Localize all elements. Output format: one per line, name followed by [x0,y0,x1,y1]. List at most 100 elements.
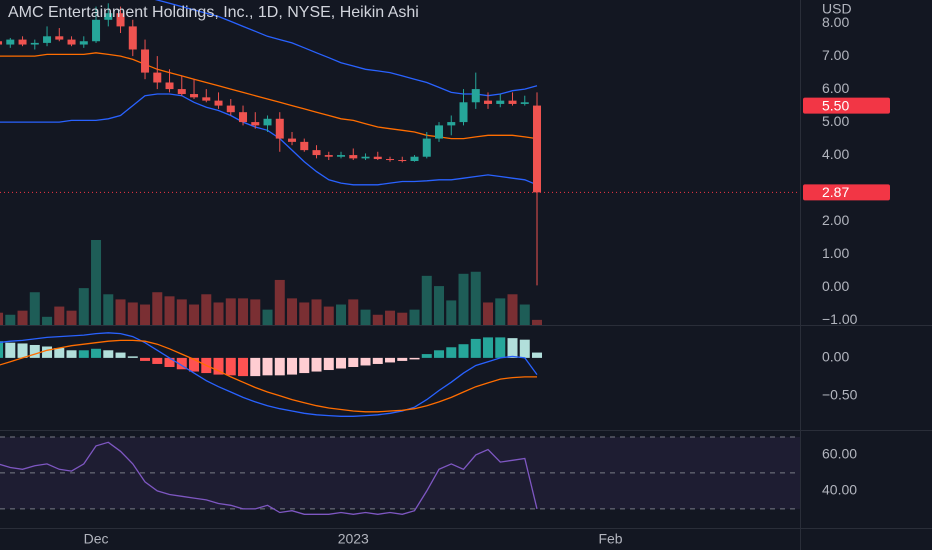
candle-body [67,39,76,45]
volume-bar [250,299,261,325]
macd-histogram-bar [213,357,224,375]
candle-body [55,36,64,40]
candle-body [300,141,309,151]
candle-body [116,13,125,27]
volume-bar [103,294,114,325]
macd-histogram-bar [91,348,102,358]
macd-histogram-bar [287,357,298,375]
candle-body [239,112,248,123]
y-tick-label: −0.50 [822,387,858,403]
volume-bar [446,300,457,325]
volume-bar [213,302,224,325]
macd-histogram-bar [225,357,236,376]
axis-unit: USD [822,1,852,17]
candle-body [92,19,101,42]
candle-body [6,39,15,45]
macd-histogram-bar [42,346,53,358]
volume-bar [5,314,16,325]
volume-bar [409,309,420,325]
candle-body [337,155,346,157]
volume-bar [299,302,310,325]
macd-histogram-bar [5,342,16,358]
macd-histogram-bar [421,354,432,358]
macd-histogram-bar [495,337,506,358]
candle-body [324,155,333,157]
candle-body [226,105,235,113]
candle-body [214,100,223,106]
macd-histogram-bar [152,357,163,364]
indicator-line [0,52,538,140]
volume-bar [519,304,530,325]
volume-bar [140,304,151,325]
macd-histogram-bar [458,344,469,358]
volume-bar [372,314,383,325]
volume-bar [115,299,126,325]
x-tick-label: 2023 [338,531,369,547]
volume-bar [287,298,298,325]
candle-body [386,159,395,161]
candle-body [190,94,199,98]
price-label-box [803,184,890,201]
volume-bar [189,304,200,325]
indicator-line [0,441,538,515]
plot-layer [0,0,800,515]
y-tick-label: 60.00 [822,446,857,462]
volume-bar [225,298,236,325]
indicator-line [0,339,537,413]
macd-histogram-bar [189,357,200,372]
y-tick-label: 8.00 [822,14,849,30]
macd-histogram-bar [66,350,77,358]
x-tick-label: Dec [84,531,109,547]
macd-histogram-bar [262,357,273,376]
candle-body [361,156,370,159]
candle-body [508,100,517,104]
volume-bar [311,299,322,325]
volume-bar [470,271,481,325]
candle-body [0,41,3,45]
candle-body [177,89,186,95]
candle-body [43,36,52,43]
volume-bar [495,298,506,325]
macd-histogram-bar [250,357,261,377]
macd-histogram-bar [519,339,530,358]
y-tick-label: 0.00 [822,349,849,365]
volume-bar [348,299,359,325]
macd-histogram-bar [103,350,114,358]
macd-histogram-bar [0,341,4,358]
price-label-box [803,97,890,114]
y-tick-label: 0.00 [822,278,849,294]
volume-bar [421,275,432,325]
volume-bar [54,306,65,325]
y-tick-label: 4.00 [822,146,849,162]
volume-bar [385,310,396,325]
volume-bar [152,292,163,325]
macd-histogram-bar [483,337,494,358]
candle-body [18,39,27,45]
candle-body [484,100,493,104]
volume-bar [323,306,334,325]
volume-bar [360,309,371,325]
candle-body [275,118,284,139]
candle-body [447,122,456,126]
candle-body [410,156,419,162]
candle-body [165,82,174,90]
candle-body [202,97,211,101]
volume-bar [507,294,518,325]
volume-bar [0,312,4,325]
macd-histogram-bar [164,357,175,367]
volume-bar [176,299,187,325]
volume-bar [238,298,249,325]
macd-histogram-bar [360,357,371,366]
macd-histogram-bar [372,357,383,364]
volume-bar [91,240,102,325]
candle-body [435,125,444,139]
volume-bar [66,310,77,325]
macd-histogram-bar [397,357,408,361]
volume-bar [17,310,28,325]
volume-bar [42,316,53,325]
macd-histogram-bar [127,356,138,358]
macd-histogram-bar [470,338,481,358]
volume-bar [262,309,273,325]
y-tick-label: 6.00 [822,80,849,96]
